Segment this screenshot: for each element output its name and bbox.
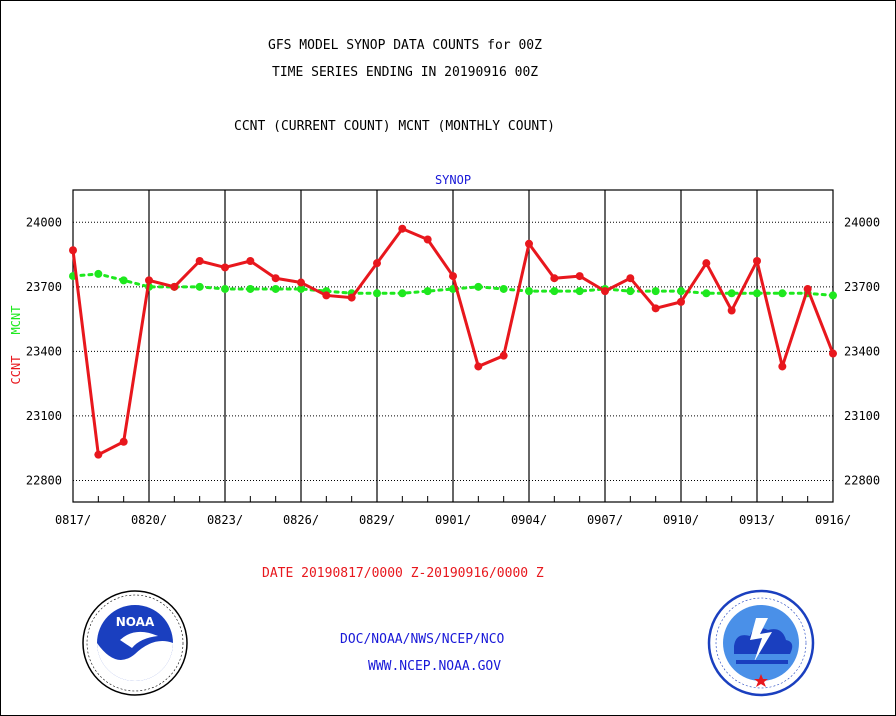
mcnt-point bbox=[271, 284, 280, 293]
mcnt-point bbox=[626, 287, 635, 296]
plot-title: SYNOP bbox=[435, 173, 471, 187]
mcnt-point bbox=[195, 282, 204, 291]
ccnt-point bbox=[626, 274, 635, 283]
y-tick-label-left: 23700 bbox=[26, 280, 62, 294]
ccnt-point bbox=[69, 246, 77, 255]
y-tick-label-right: 23100 bbox=[844, 409, 880, 423]
ccnt-point bbox=[677, 297, 685, 306]
mcnt-point bbox=[423, 287, 432, 296]
plot-frame bbox=[72, 189, 834, 503]
mcnt-point bbox=[297, 284, 305, 293]
y-tick-label-left: 24000 bbox=[26, 215, 62, 229]
mcnt-point bbox=[525, 287, 533, 296]
ccnt-point bbox=[829, 349, 837, 358]
noaa-logo: NOAA bbox=[82, 590, 188, 696]
x-tick-label: 0904/ bbox=[511, 513, 547, 527]
chart-title-line1: GFS MODEL SYNOP DATA COUNTS for 00Z bbox=[268, 38, 542, 53]
y-tick-label-left: 23100 bbox=[26, 409, 62, 423]
y-tick-label-left: 22800 bbox=[26, 473, 62, 487]
ccnt-point bbox=[499, 351, 508, 360]
url-link[interactable]: WWW.NCEP.NOAA.GOV bbox=[368, 659, 502, 674]
mcnt-point bbox=[94, 269, 103, 278]
x-tick-label: 0826/ bbox=[283, 513, 319, 527]
y-axis-label-ccnt: CCNT bbox=[9, 356, 23, 385]
mcnt-point bbox=[474, 282, 483, 291]
ccnt-point bbox=[651, 304, 660, 313]
ccnt-point bbox=[601, 287, 609, 296]
mcnt-point bbox=[829, 291, 837, 300]
series-layer bbox=[69, 224, 837, 459]
ccnt-point bbox=[803, 284, 812, 293]
ccnt-point bbox=[373, 259, 381, 268]
mcnt-point bbox=[499, 284, 508, 293]
ccnt-point bbox=[753, 257, 761, 266]
ccnt-point bbox=[449, 272, 457, 281]
chart-subtitle: CCNT (CURRENT COUNT) MCNT (MONTHLY COUNT… bbox=[234, 119, 555, 134]
mcnt-point bbox=[753, 289, 761, 298]
org-label: DOC/NOAA/NWS/NCEP/NCO bbox=[340, 632, 505, 647]
noaa-logo-text: NOAA bbox=[116, 615, 155, 629]
ccnt-point bbox=[119, 437, 128, 446]
mcnt-point bbox=[727, 289, 736, 298]
mcnt-point bbox=[221, 284, 229, 293]
x-tick-label: 0829/ bbox=[359, 513, 395, 527]
ccnt-point bbox=[474, 362, 483, 371]
labels-layer: 22800 22800 23100 23100 23400 23400 23700 23700… bbox=[9, 173, 880, 527]
x-tick-label: 0907/ bbox=[587, 513, 623, 527]
x-tick-label: 0910/ bbox=[663, 513, 699, 527]
ccnt-point bbox=[347, 293, 356, 302]
ccnt-point bbox=[575, 272, 584, 281]
ccnt-point bbox=[145, 276, 153, 285]
nws-logo bbox=[707, 589, 815, 697]
mcnt-point bbox=[550, 287, 559, 296]
ccnt-point bbox=[195, 257, 204, 266]
ccnt-point bbox=[297, 278, 305, 287]
x-tick-label: 0901/ bbox=[435, 513, 471, 527]
mcnt-point bbox=[398, 289, 407, 298]
mcnt-point bbox=[373, 289, 381, 298]
y-tick-label-right: 24000 bbox=[844, 215, 880, 229]
x-tick-label: 0823/ bbox=[207, 513, 243, 527]
y-tick-label-left: 23400 bbox=[26, 344, 62, 358]
ccnt-point bbox=[322, 291, 331, 300]
ccnt-point bbox=[271, 274, 280, 283]
ccnt-point bbox=[94, 450, 103, 459]
ccnt-point bbox=[423, 235, 432, 244]
chart-title-line2: TIME SERIES ENDING IN 20190916 00Z bbox=[272, 65, 539, 80]
mcnt-point bbox=[651, 287, 660, 296]
y-tick-label-right: 23700 bbox=[844, 280, 880, 294]
mcnt-point bbox=[246, 284, 255, 293]
mcnt-point bbox=[119, 276, 128, 285]
ccnt-point bbox=[170, 282, 179, 291]
ccnt-point bbox=[550, 274, 559, 283]
x-tick-label: 0913/ bbox=[739, 513, 775, 527]
ccnt-point bbox=[702, 259, 711, 268]
ccnt-point bbox=[221, 263, 229, 272]
y-tick-label-right: 23400 bbox=[844, 344, 880, 358]
mcnt-point bbox=[575, 287, 584, 296]
ccnt-point bbox=[727, 306, 736, 315]
axes-layer bbox=[72, 189, 834, 503]
x-tick-label: 0916/ bbox=[815, 513, 851, 527]
mcnt-point bbox=[677, 287, 685, 296]
mcnt-point bbox=[702, 289, 711, 298]
x-tick-label: 0820/ bbox=[131, 513, 167, 527]
x-tick-label: 0817/ bbox=[55, 513, 91, 527]
date-range-label: DATE 20190817/0000 Z-20190916/0000 Z bbox=[262, 566, 544, 581]
ccnt-point bbox=[398, 224, 407, 233]
grid-layer bbox=[73, 190, 833, 502]
mcnt-point bbox=[778, 289, 787, 298]
ccnt-point bbox=[778, 362, 787, 371]
y-tick-label-right: 22800 bbox=[844, 473, 880, 487]
ccnt-point bbox=[246, 257, 255, 266]
ccnt-point bbox=[525, 239, 533, 248]
y-axis-label-mcnt: MCNT bbox=[9, 306, 23, 335]
